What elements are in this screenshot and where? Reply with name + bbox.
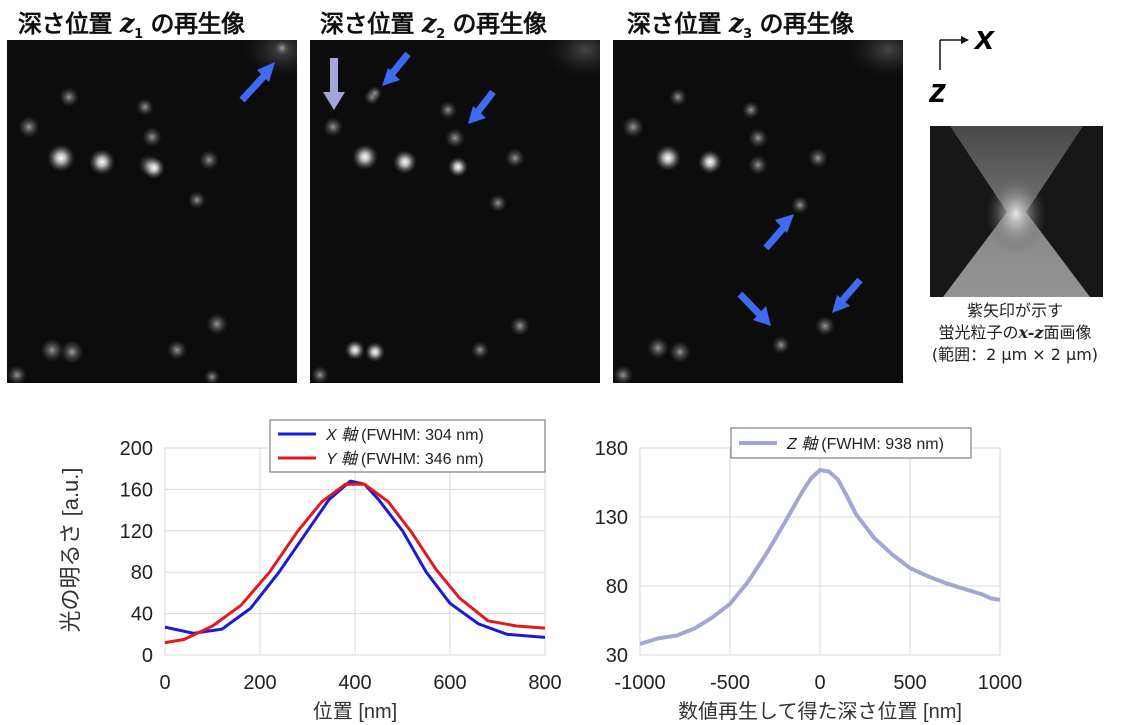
arrow-blue-z1 <box>239 62 275 103</box>
y-tick-label: 160 <box>120 479 153 501</box>
y-tick-label: 120 <box>120 521 153 543</box>
xz-caption-line1: 紫矢印が示す <box>966 301 1063 320</box>
xy-profile-chart: 0 40 80 120 160 200 0 200 400 600 800 位置 [nm] 光の明る… <box>58 419 562 723</box>
grid <box>639 447 1001 656</box>
x-axis-label: 数値再生して得た深さ位置 [nm] <box>678 700 962 723</box>
x-tick-label: 0 <box>814 672 825 694</box>
y-tick-label: 130 <box>595 507 628 529</box>
x-axis-label: 位置 [nm] <box>313 700 397 723</box>
legend: X 軸 (FWHM: 304 nm) Y 軸 (FWHM: 346 nm) <box>269 419 546 473</box>
reconstruction-image-z2 <box>310 40 600 383</box>
arrow-blue-z2-a <box>382 51 411 86</box>
xz-caption: 紫矢印が示す 蛍光粒子のx-z面画像 (範囲：2 μm × 2 μm) <box>903 300 1126 366</box>
panel-title-z1: 深さ位置 z1 の再生像 <box>18 9 245 42</box>
arrow-blue-z3-b <box>737 291 771 326</box>
y-tick-label: 200 <box>120 438 153 460</box>
x-tick-label: -1000 <box>614 672 665 694</box>
axis-x-label: x <box>973 22 996 57</box>
y-tick-label: 80 <box>606 576 628 598</box>
legend: Z 軸 (FWHM: 938 nm) <box>730 427 972 459</box>
x-tick-label: 600 <box>433 672 466 694</box>
y-tick-label: 0 <box>142 645 153 667</box>
xz-image <box>930 126 1103 297</box>
x-tick-label: 1000 <box>978 672 1023 694</box>
arrow-blue-z2-b <box>468 89 496 124</box>
y-tick-label: 30 <box>606 645 628 667</box>
y-tick-label: 180 <box>595 438 628 460</box>
reconstruction-image-z1 <box>7 40 297 383</box>
x-tick-label: 0 <box>159 672 170 694</box>
y-tick-label: 40 <box>131 604 153 626</box>
series-line-X-軸 <box>164 479 546 639</box>
x-tick-label: 500 <box>893 672 926 694</box>
legend-entry-z: Z 軸 (FWHM: 938 nm) <box>786 435 944 453</box>
x-tick-label: -500 <box>710 672 750 694</box>
axis-z-label: z <box>928 72 946 110</box>
legend-entry-x: X 軸 (FWHM: 304 nm) <box>325 426 484 444</box>
x-tick-label: 200 <box>243 672 276 694</box>
xz-caption-line3: (範囲：2 μm × 2 μm) <box>931 345 1099 364</box>
z-profile-chart: 30 80 130 180 -1000 -500 0 500 1000 数値再生して得た深さ位置… <box>595 427 1023 723</box>
legend-entry-y: Y 軸 (FWHM: 346 nm) <box>326 450 484 468</box>
panel-title-z2: 深さ位置 z2 の再生像 <box>320 9 547 42</box>
arrow-blue-z3-c <box>832 277 863 313</box>
y-axis-label: 光の明るさ [a.u.] <box>58 467 83 632</box>
panel-title-z3: 深さ位置 z3 の再生像 <box>627 9 854 42</box>
x-tick-label: 400 <box>338 672 371 694</box>
grid <box>164 447 546 656</box>
arrow-purple-z2 <box>323 58 345 110</box>
x-tick-label: 800 <box>528 672 561 694</box>
reconstruction-image-z3 <box>613 40 903 383</box>
y-tick-label: 80 <box>131 562 153 584</box>
series-line-Y-軸 <box>164 482 546 645</box>
xz-caption-line2: 蛍光粒子のx-z面画像 <box>938 323 1092 342</box>
arrow-blue-z3-a <box>763 214 794 251</box>
axes-indicator: x z <box>928 22 996 110</box>
series-line-Z-軸 <box>639 468 1001 646</box>
